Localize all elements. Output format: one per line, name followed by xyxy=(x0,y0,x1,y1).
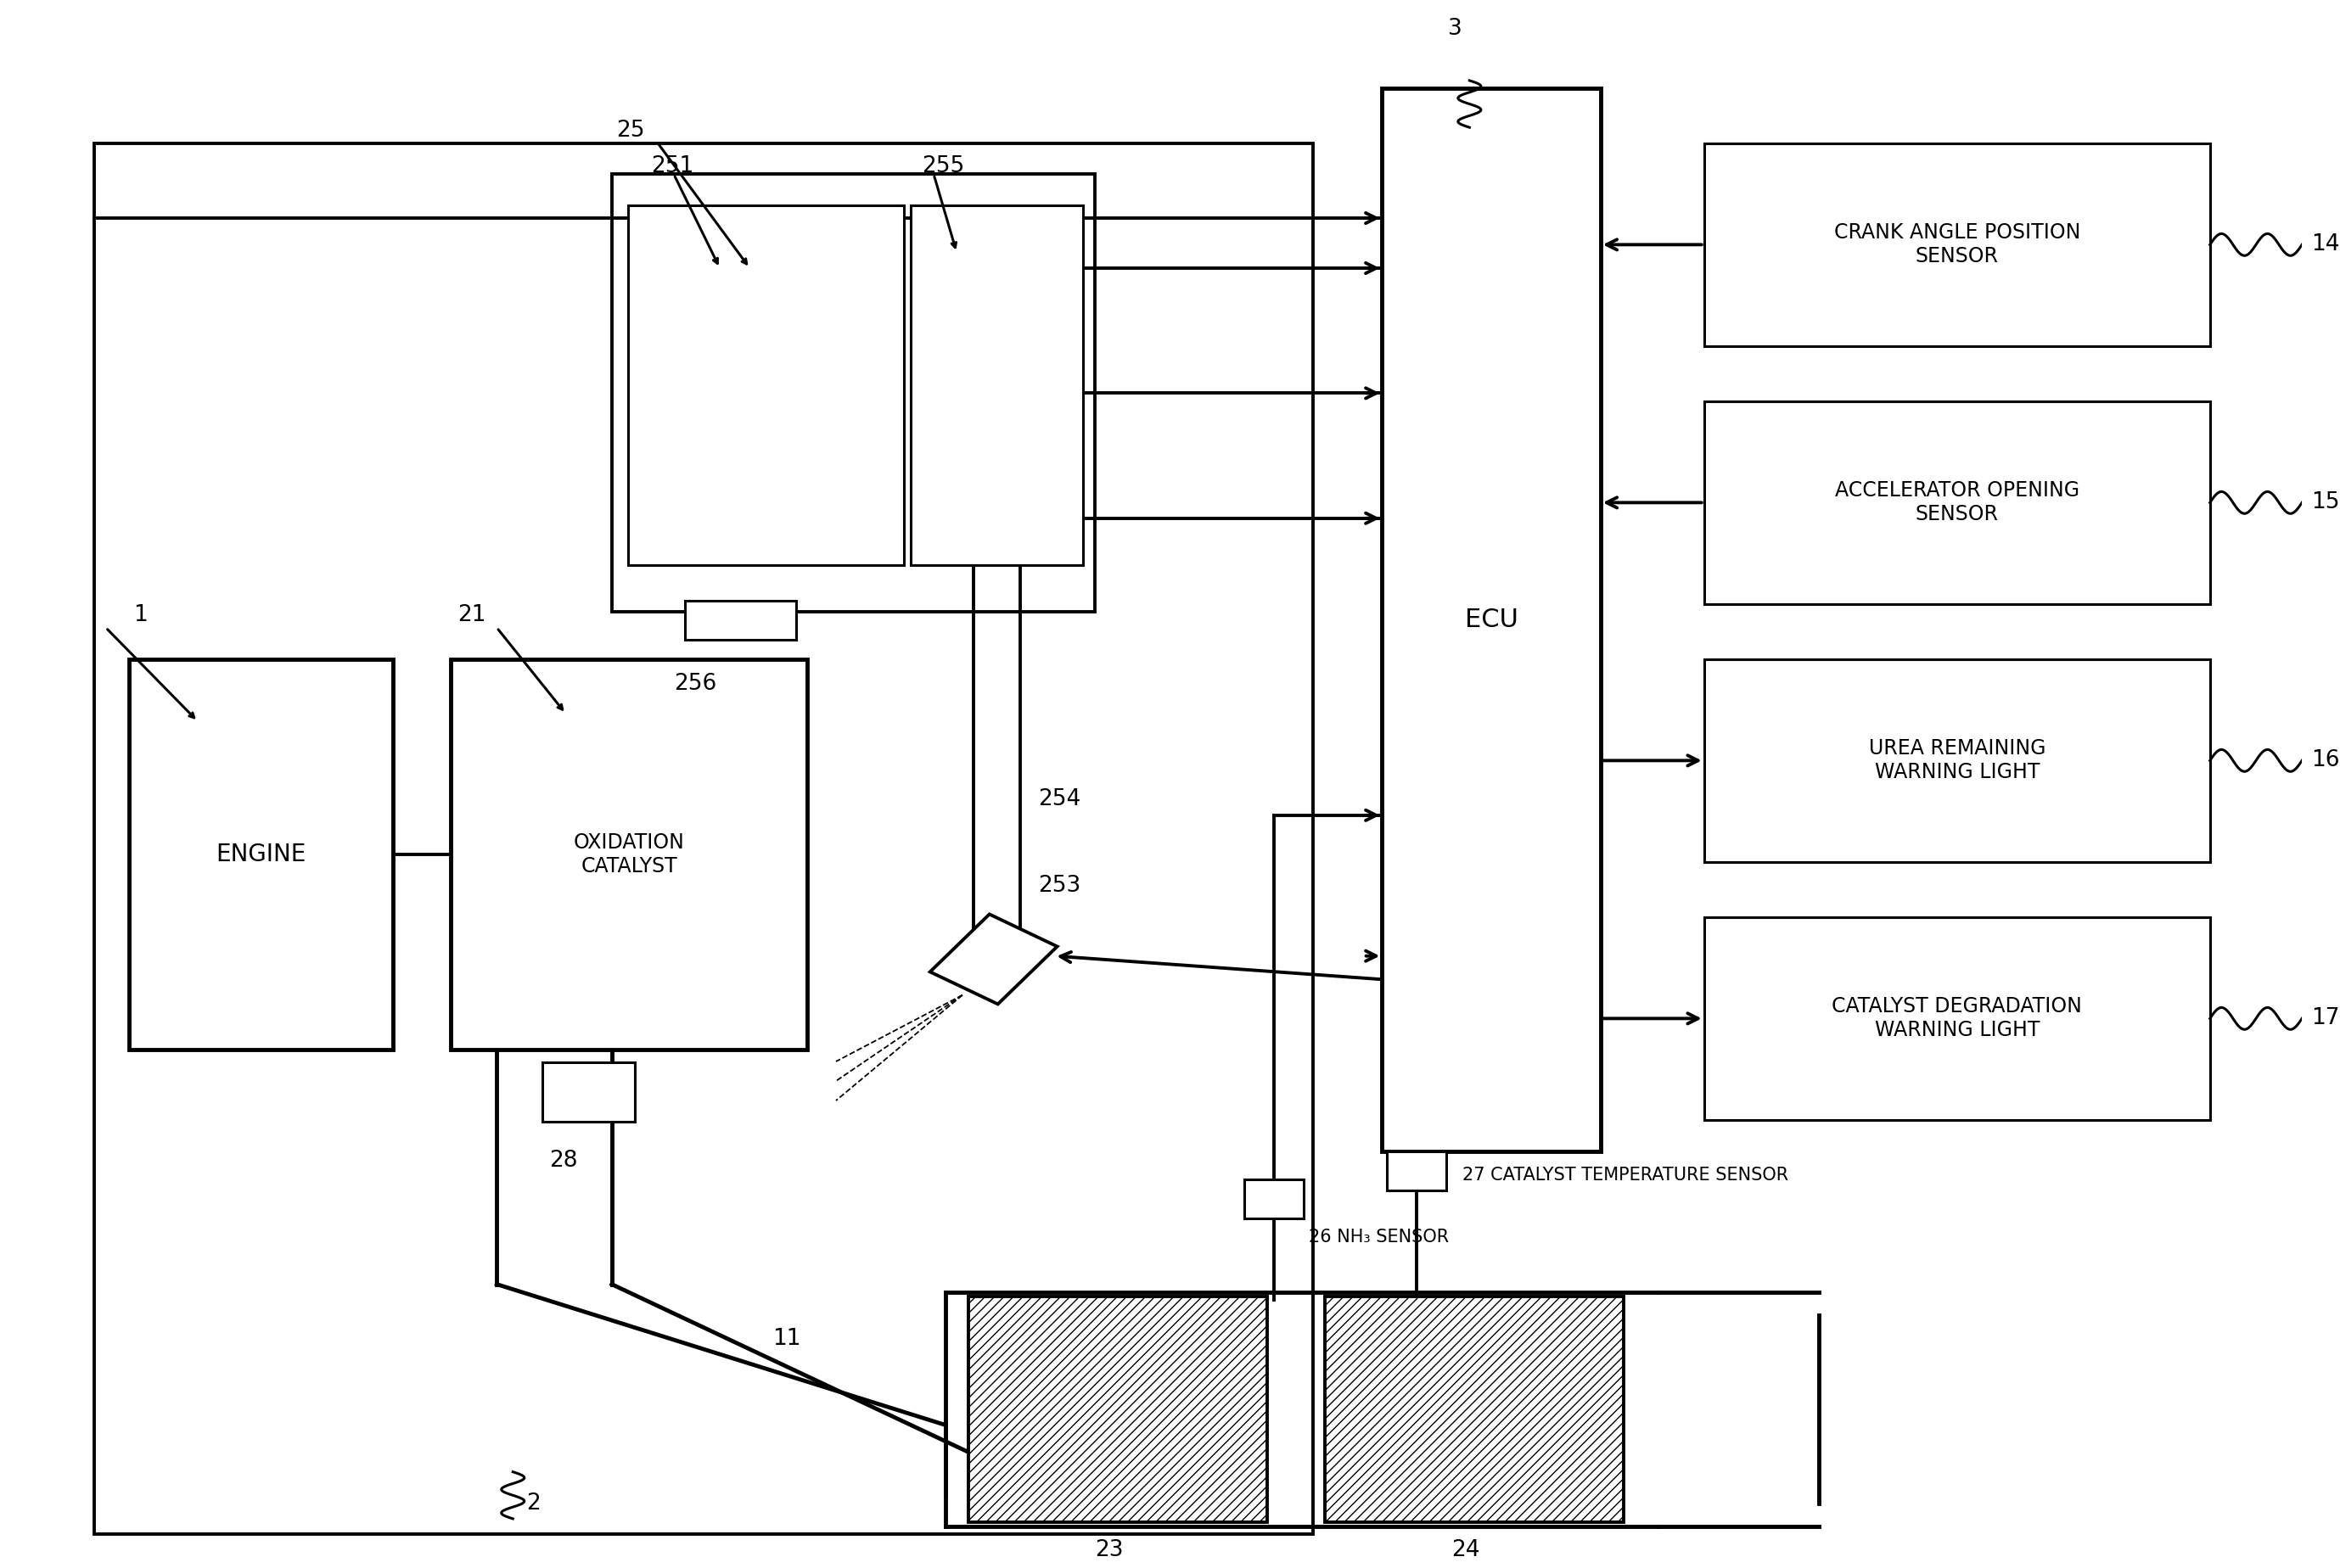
Bar xyxy=(686,601,796,640)
Text: OXIDATION
CATALYST: OXIDATION CATALYST xyxy=(573,833,686,877)
Text: 23: 23 xyxy=(1095,1538,1123,1562)
Text: 251: 251 xyxy=(651,155,693,177)
Text: ENGINE: ENGINE xyxy=(215,842,307,866)
Bar xyxy=(1704,917,2209,1120)
Text: 256: 256 xyxy=(674,673,716,695)
Text: 27 CATALYST TEMPERATURE SENSOR: 27 CATALYST TEMPERATURE SENSOR xyxy=(1462,1167,1788,1184)
Bar xyxy=(1704,143,2209,347)
Bar xyxy=(1245,1179,1303,1218)
Bar xyxy=(929,914,1058,1004)
Text: 255: 255 xyxy=(922,155,964,177)
Bar xyxy=(129,659,393,1049)
Bar xyxy=(1383,88,1601,1151)
Text: 11: 11 xyxy=(772,1328,800,1350)
Text: 254: 254 xyxy=(1039,789,1081,811)
Text: 24: 24 xyxy=(1451,1538,1479,1562)
Text: 25: 25 xyxy=(615,119,646,141)
Text: 26 NH₃ SENSOR: 26 NH₃ SENSOR xyxy=(1308,1229,1448,1247)
Bar xyxy=(969,1297,1268,1523)
Text: CRANK ANGLE POSITION
SENSOR: CRANK ANGLE POSITION SENSOR xyxy=(1835,223,2080,267)
Bar xyxy=(1704,659,2209,862)
Text: 14: 14 xyxy=(2312,234,2340,256)
Text: CATALYST DEGRADATION
WARNING LIGHT: CATALYST DEGRADATION WARNING LIGHT xyxy=(1832,997,2083,1041)
Text: 28: 28 xyxy=(550,1149,578,1171)
Text: 1: 1 xyxy=(133,604,147,626)
Bar xyxy=(627,205,903,564)
Text: 3: 3 xyxy=(1448,17,1462,39)
Text: UREA REMAINING
WARNING LIGHT: UREA REMAINING WARNING LIGHT xyxy=(1870,739,2045,782)
Text: 15: 15 xyxy=(2312,492,2340,514)
Text: 17: 17 xyxy=(2312,1008,2340,1030)
Bar xyxy=(94,143,1313,1535)
Bar xyxy=(543,1062,634,1121)
Bar xyxy=(1324,1297,1624,1523)
Bar xyxy=(611,174,1095,612)
Text: 16: 16 xyxy=(2312,750,2340,771)
Text: 253: 253 xyxy=(1039,875,1081,897)
Text: 21: 21 xyxy=(459,604,487,626)
Text: ACCELERATOR OPENING
SENSOR: ACCELERATOR OPENING SENSOR xyxy=(1835,481,2080,525)
Text: 2: 2 xyxy=(527,1493,541,1515)
Bar xyxy=(1388,1151,1446,1190)
Text: ECU: ECU xyxy=(1465,607,1519,632)
Bar xyxy=(910,205,1083,564)
Bar xyxy=(452,659,807,1049)
Bar xyxy=(1704,401,2209,604)
